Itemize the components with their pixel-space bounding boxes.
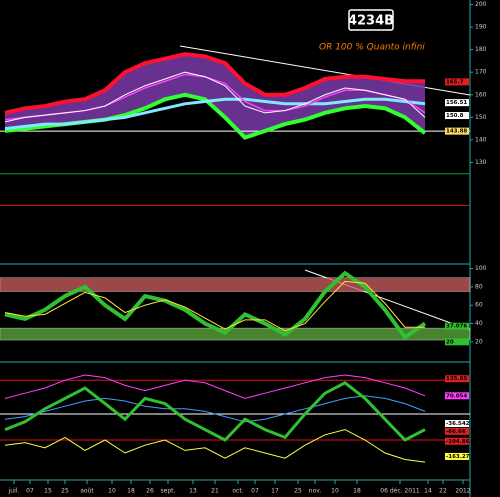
zone [0,327,471,341]
price-tag-label: 20 [446,339,454,345]
price-tag [445,420,469,428]
price-tag [445,112,469,120]
x-tick-label: 14 [424,488,432,495]
x-tick-label: août [80,488,94,495]
price-tag [445,375,469,383]
series-line [4,280,425,332]
price-tag-label: -36.542 [446,421,470,427]
price-tag-label: 143.88 [446,129,467,135]
price-tag [445,127,469,135]
x-tick-label: 18 [127,488,135,495]
y-tick-label: 170 [475,69,487,76]
price-tag [445,437,469,445]
price-tag-label: 135.65 [446,376,467,382]
y-tick-label: 190 [475,24,487,31]
x-tick-label: 25 [294,488,302,495]
x-tick-label: 22 [439,488,447,495]
price-tag-label: 165.7 [446,79,464,85]
y-tick-label: 80 [475,283,483,290]
x-tick-label: nov. [309,488,322,495]
price-tag-label: 70.054 [446,393,467,399]
series-line [4,270,427,341]
x-tick-label: 18 [353,488,361,495]
series-line [4,381,426,442]
price-tag-label: -66.66 [446,429,466,435]
x-tick-label: juil. [8,488,20,495]
price-tag-label: 156.51 [446,100,467,106]
price-tag-label: -163.27 [446,454,470,460]
x-tick-label: 25 [61,488,69,495]
x-tick-label: 21 [211,488,219,495]
chart-subtitle: OR 100 % Quanto infini [319,43,425,53]
x-tick-label: 17 [271,488,279,495]
price-tag-label: 37.076 [446,324,467,330]
x-tick-label: 10 [331,488,339,495]
series-line [4,71,426,123]
y-tick-label: 130 [475,159,487,166]
price-tag [445,452,469,460]
y-tick-label: 160 [475,91,487,98]
x-tick-label: oct. [232,488,243,495]
x-tick-label: 13 [189,488,197,495]
x-tick-label: 2012 [455,488,470,495]
x-tick-label: 26 [146,488,154,495]
title-box [348,9,394,31]
x-tick-label: 15 [44,488,52,495]
series-line [4,97,426,131]
chart-title: 4234B [348,14,394,29]
zone [0,277,471,292]
x-tick-label: sept. [161,488,176,495]
x-tick-label: 07 [251,488,259,495]
price-tag-label: -104.86 [446,439,470,445]
price-tag [445,338,469,346]
series-line [4,52,425,115]
x-tick-label: 06 déc. 2011 [380,488,420,495]
y-tick-label: 20 [475,338,483,345]
series-line [4,395,426,423]
price-tag [445,392,469,400]
y-tick-label: 200 [475,1,487,8]
price-tag [445,99,469,107]
y-tick-label: 40 [475,320,483,327]
y-tick-label: 150 [475,114,487,121]
y-tick-label: 60 [475,302,483,309]
series-line [4,429,426,463]
price-tag [445,78,469,86]
y-tick-label: 180 [475,46,487,53]
x-tick-label: 07 [26,488,34,495]
price-tag [445,322,469,330]
price-tag [445,427,469,435]
y-tick-label: 140 [475,136,487,143]
x-tick-label: 10 [108,488,116,495]
price-tag-label: 150.8 [446,113,464,119]
y-tick-label: 100 [475,265,487,272]
series-line [4,374,426,399]
